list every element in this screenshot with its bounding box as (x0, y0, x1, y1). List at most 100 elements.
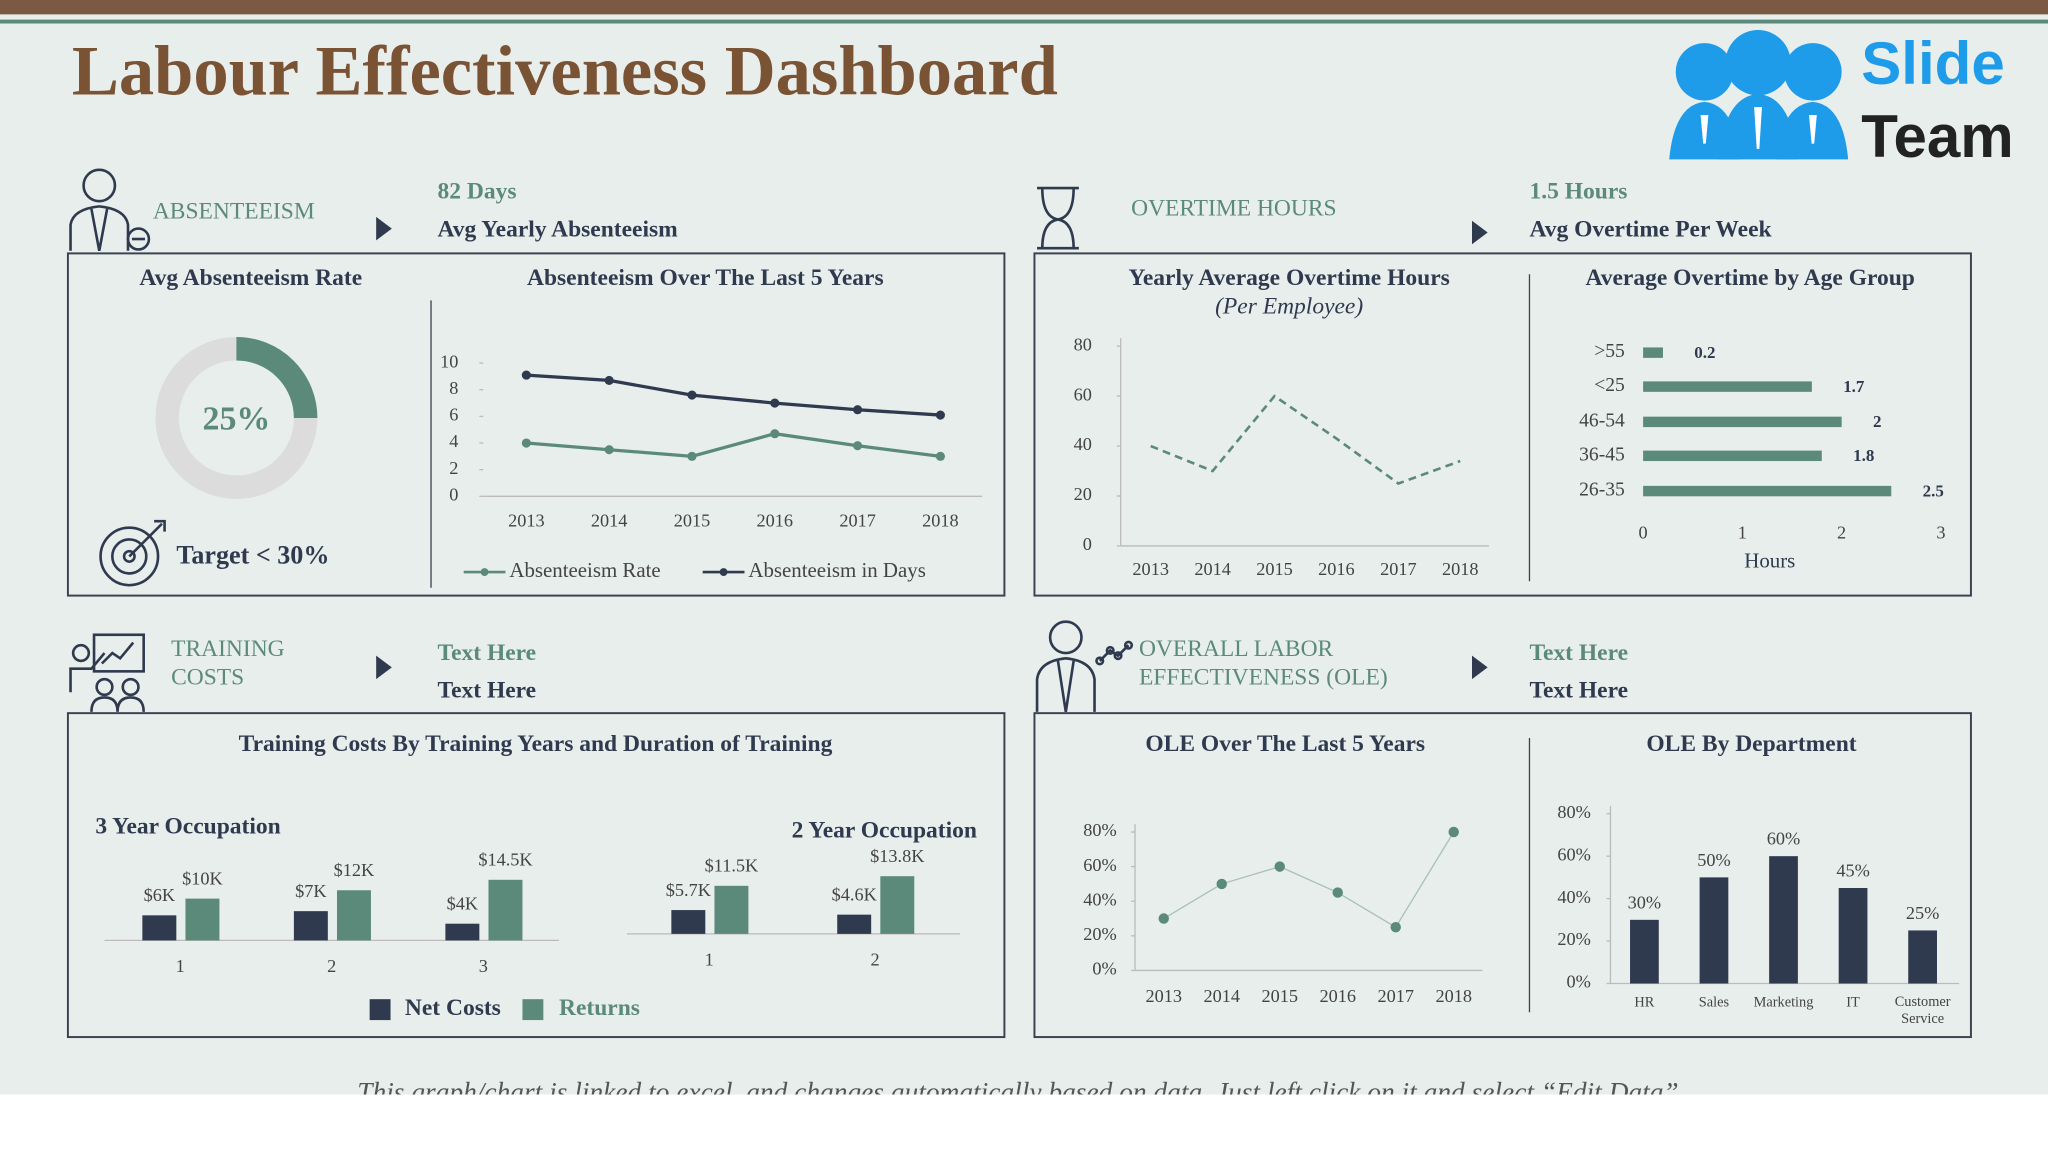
y-tick-label: 6 (449, 405, 458, 425)
bar (837, 914, 872, 934)
section-label: OVERALL LABOR (1139, 636, 1334, 662)
legend-label: Absenteeism Rate (509, 558, 660, 582)
donut-label: 25% (202, 401, 270, 438)
value-label: $13.8K (870, 846, 924, 866)
bar (293, 911, 328, 941)
value-label: $5.7K (666, 880, 711, 900)
x-tick-label: 3 (1936, 522, 1945, 542)
section-label: EFFECTIVENESS (OLE) (1139, 665, 1388, 691)
x-tick-label: 2013 (1145, 986, 1182, 1006)
page-title: Labour Effectiveness Dashboard (72, 33, 1058, 111)
x-tick-label: 2015 (1261, 986, 1298, 1006)
training-icon (69, 633, 145, 712)
x-tick-label: 2015 (1256, 559, 1293, 579)
x-tick-label: 2015 (674, 511, 711, 531)
point (770, 398, 780, 408)
bar (714, 885, 749, 934)
arrow (376, 216, 392, 241)
point (935, 451, 945, 461)
y-tick-label: 2 (449, 458, 458, 478)
series-line (526, 373, 941, 417)
y-tick-label: 8 (449, 378, 458, 398)
legend-swatch (522, 999, 544, 1021)
bar (185, 898, 220, 941)
logo-text: Team (1861, 103, 2013, 170)
point (853, 441, 863, 451)
ole-icon (1035, 620, 1134, 713)
value-label: $7K (295, 881, 326, 901)
point (1390, 921, 1401, 933)
bar (336, 890, 371, 941)
arrow (1472, 655, 1488, 680)
legend-label: Net Costs (405, 995, 501, 1021)
value-label: 25% (1906, 903, 1939, 923)
x-tick-label: 2013 (508, 511, 545, 531)
x-tick-label: 2 (327, 956, 336, 976)
chart-title: Training Costs By Training Years and Dur… (239, 731, 833, 757)
y-tick-label: 80% (1083, 820, 1116, 840)
x-tick-label: HR (1634, 994, 1654, 1010)
bar (880, 876, 915, 934)
x-tick-label: 2014 (1203, 986, 1240, 1006)
value-label: $10K (182, 869, 223, 889)
bar (1838, 888, 1868, 984)
x-tick-label: IT (1846, 994, 1860, 1010)
y-tick-label: 46-54 (1579, 410, 1625, 431)
logo (1669, 30, 1849, 160)
value-label: 50% (1697, 850, 1730, 870)
y-tick-label: 20 (1074, 484, 1092, 504)
x-tick-label: 2018 (922, 511, 959, 531)
point (770, 429, 780, 439)
y-tick-label: 4 (449, 431, 458, 451)
bar (488, 879, 523, 941)
absenteeism-icon (69, 168, 151, 252)
x-tick-label: 2017 (1380, 559, 1417, 579)
point (935, 410, 945, 420)
x-tick-label: 2014 (591, 511, 628, 531)
x-tick-label: Sales (1699, 994, 1730, 1010)
value-label: $4K (447, 894, 478, 914)
value-label: $4.6K (832, 885, 877, 905)
x-tick-label: 2 (871, 949, 880, 969)
x-tick-label: Marketing (1754, 994, 1814, 1010)
legend-label: Absenteeism in Days (748, 558, 925, 582)
y-tick-label: 60% (1557, 844, 1590, 864)
x-tick-label: 1 (176, 956, 185, 976)
point (521, 438, 531, 448)
top-rule (0, 19, 2048, 24)
overtime-icon (1037, 186, 1079, 250)
chart-title: OLE Over The Last 5 Years (1145, 731, 1425, 757)
y-tick-label: 40 (1074, 434, 1092, 454)
y-tick-label: 36-45 (1579, 444, 1625, 465)
kpi-value: 82 Days (438, 179, 517, 205)
value-label: $12K (334, 860, 375, 880)
donut-arc (235, 336, 318, 419)
section-label: TRAINING (171, 636, 285, 662)
value-label: 1.8 (1853, 446, 1874, 465)
kpi-value: Text Here (438, 640, 537, 666)
point (1274, 861, 1285, 872)
chart-title: Absenteeism Over The Last 5 Years (527, 265, 884, 291)
y-tick-label: 60% (1083, 855, 1116, 875)
y-tick-label: 80% (1557, 802, 1590, 822)
series-line (526, 432, 941, 459)
bar (1643, 347, 1663, 358)
kpi-label: Text Here (1529, 678, 1628, 704)
value-label: 2 (1873, 412, 1881, 431)
bar (1643, 485, 1892, 497)
y-tick-label: 0% (1566, 972, 1590, 992)
value-label: 30% (1628, 892, 1661, 912)
legend-label: Returns (559, 995, 640, 1021)
x-tick-label: 2016 (1318, 559, 1355, 579)
kpi-value: Text Here (1529, 640, 1628, 666)
bar (445, 923, 480, 941)
point (687, 390, 697, 400)
y-tick-label: 20% (1083, 924, 1116, 944)
chart-title: Yearly Average Overtime Hours (1129, 265, 1450, 291)
y-tick-label: 80 (1074, 334, 1092, 354)
chart-subtitle: (Per Employee) (1215, 294, 1363, 320)
panel (66, 252, 1006, 597)
x-tick-label: 1 (1738, 522, 1747, 542)
bar (1699, 877, 1729, 984)
